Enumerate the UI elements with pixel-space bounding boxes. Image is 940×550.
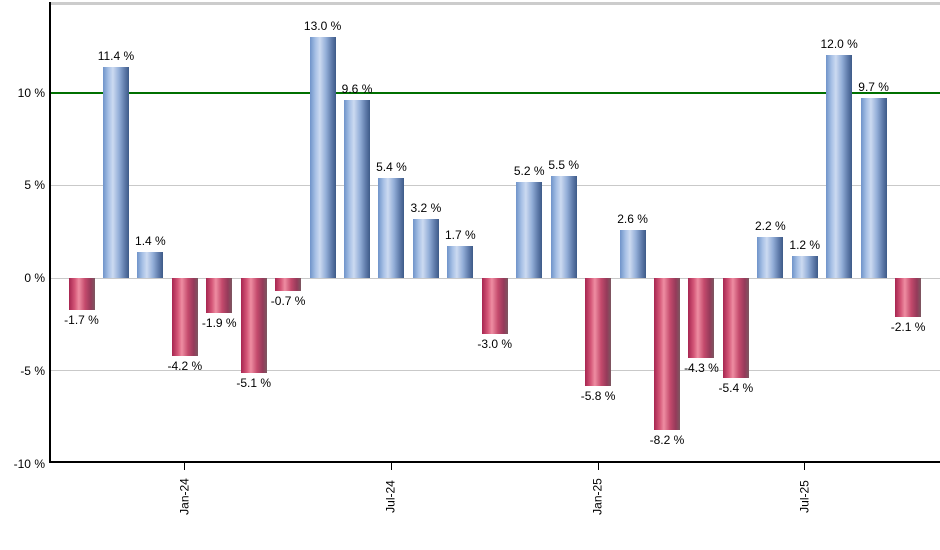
bar-value-label: -5.8 % — [580, 388, 616, 403]
bar[interactable] — [240, 278, 267, 373]
bar-value-label: -4.2 % — [167, 358, 203, 373]
bar-value-label: 5.5 % — [548, 157, 579, 172]
y-axis-tick-label: -10 % — [13, 456, 45, 471]
y-axis-tick-label: 5 % — [24, 178, 45, 193]
bar[interactable] — [791, 255, 818, 278]
gridline — [51, 184, 940, 186]
bar-value-label: 2.6 % — [617, 211, 648, 226]
x-axis-tick-label: Jan-25 — [590, 478, 605, 515]
bar-value-label: 12.0 % — [820, 37, 858, 52]
bar-value-label: 1.7 % — [444, 228, 476, 243]
bar[interactable] — [344, 99, 371, 278]
y-axis-tick-label: 0 % — [24, 271, 45, 285]
bar[interactable] — [171, 278, 198, 356]
x-axis-tick-mark — [184, 463, 186, 470]
bar[interactable] — [585, 278, 612, 386]
bar-value-label: 5.2 % — [513, 163, 545, 178]
bar[interactable] — [412, 218, 439, 278]
x-axis-tick-mark — [804, 463, 806, 470]
bar-value-label: -1.7 % — [64, 312, 99, 327]
reference-line — [51, 91, 940, 94]
bar-value-label: 13.0 % — [303, 18, 342, 33]
bar-value-label: -2.1 % — [890, 319, 926, 334]
bar-value-label: 9.7 % — [858, 80, 889, 95]
y-axis-line — [49, 2, 51, 463]
bar-value-label: 9.6 % — [341, 81, 373, 96]
bar[interactable] — [206, 278, 233, 314]
bar-value-label: 1.2 % — [789, 237, 821, 252]
bar[interactable] — [309, 36, 336, 278]
bar[interactable] — [688, 278, 715, 358]
bar-value-label: 3.2 % — [410, 200, 442, 215]
bar-value-label: 2.2 % — [754, 219, 786, 234]
bar-value-label: -1.9 % — [201, 316, 237, 331]
bar[interactable] — [826, 55, 853, 278]
bar[interactable] — [137, 252, 164, 278]
bar[interactable] — [378, 177, 405, 278]
bar[interactable] — [653, 278, 680, 431]
bar-value-label: -8.2 % — [649, 433, 685, 448]
bar-value-label: 5.4 % — [376, 159, 407, 174]
bar[interactable] — [860, 98, 887, 278]
plot-top-border — [50, 2, 940, 5]
bar[interactable] — [722, 278, 749, 379]
bar[interactable] — [516, 181, 543, 278]
gridline — [51, 370, 940, 372]
bar[interactable] — [447, 246, 474, 278]
bar[interactable] — [550, 175, 577, 278]
y-axis-tick-label: 10 % — [17, 85, 45, 100]
bar[interactable] — [481, 278, 508, 334]
x-axis-tick-label: Jan-24 — [177, 478, 192, 515]
bar-value-label: -4.3 % — [684, 360, 719, 375]
x-axis-tick-mark — [390, 463, 392, 470]
bar-value-label: 1.4 % — [135, 234, 166, 249]
x-axis-tick-label: Jul-25 — [797, 480, 812, 513]
bar-value-label: -5.1 % — [236, 375, 272, 390]
y-axis-tick-label: -5 % — [20, 363, 45, 378]
bar[interactable] — [102, 66, 129, 278]
bar-value-label: -3.0 % — [477, 336, 513, 351]
bar[interactable] — [895, 278, 922, 317]
bar[interactable] — [757, 237, 784, 278]
bar-value-label: -5.4 % — [718, 381, 754, 396]
bar-value-label: -0.7 % — [270, 293, 306, 308]
x-axis-line — [49, 461, 940, 463]
x-axis-tick-label: Jul-24 — [383, 480, 398, 513]
x-axis-tick-mark — [597, 463, 599, 470]
bar[interactable] — [275, 278, 302, 291]
bar[interactable] — [619, 229, 646, 278]
bar-value-label: 11.4 % — [97, 48, 135, 63]
bar[interactable] — [68, 278, 95, 310]
